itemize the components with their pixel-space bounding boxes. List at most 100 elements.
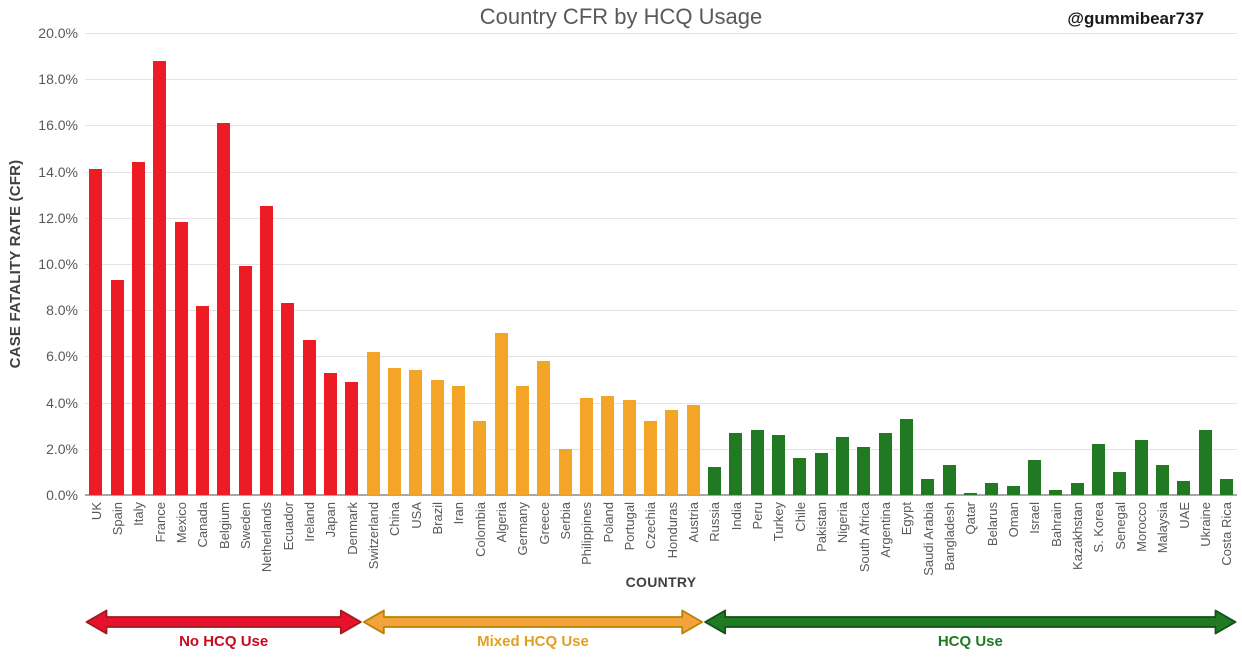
bar-honduras [665,409,679,495]
x-label-south-africa: South Africa [856,502,872,573]
x-axis-title: COUNTRY [625,574,697,590]
x-label-colombia: Colombia [472,502,488,557]
bar-s-korea [1091,444,1105,495]
bar-japan [323,372,337,495]
gridline [85,171,1237,173]
bar-oman [1006,485,1020,495]
x-label-ukraine: Ukraine [1198,502,1213,547]
x-label-kazakhstan: Kazakhstan [1070,502,1085,570]
x-label-egypt: Egypt [899,502,915,536]
bar-morocco [1134,439,1148,495]
bar-belgium [217,123,231,495]
bar-usa [409,370,423,495]
x-label-canada: Canada [195,502,211,548]
x-label-peru: Peru [750,502,765,530]
arrow-no-hcq-use [85,609,362,635]
arrow-hcq-use [704,609,1237,635]
x-axis-line [85,494,1237,496]
bar-russia [707,467,721,495]
gridline [85,402,1237,404]
y-tick-label: 6.0% [46,348,78,365]
gridline [85,448,1237,450]
y-tick-label: 12.0% [38,209,78,226]
x-label-iran: Iran [451,502,467,525]
x-label-france: France [152,502,168,543]
bar-kazakhstan [1070,483,1084,495]
x-label-ecuador: Ecuador [280,502,296,551]
gridline [85,217,1237,219]
bar-iran [451,386,465,495]
bar-peru [750,430,764,495]
bar-costa-rica [1219,478,1233,495]
x-label-uae: UAE [1176,502,1192,529]
bar-germany [515,386,529,495]
y-tick-label: 16.0% [38,117,78,134]
x-label-senegal: Senegal [1112,502,1128,550]
bar-serbia [558,448,572,495]
bar-bangladesh [942,464,956,495]
bar-sweden [238,266,252,495]
x-label-denmark: Denmark [344,502,360,555]
bar-uk [89,169,103,495]
y-tick-label: 0.0% [46,487,78,503]
x-label-india: India [728,502,744,531]
x-label-oman: Oman [1006,502,1021,538]
bar-canada [195,305,209,495]
bar-czechia [643,421,657,495]
bar-spain [110,280,124,495]
bar-saudi-arabia [921,478,935,495]
bar-argentina [878,432,892,495]
bar-chile [793,458,807,495]
x-label-morocco: Morocco [1134,502,1149,552]
x-label-russia: Russia [707,502,723,542]
x-label-qatar: Qatar [963,502,979,535]
x-label-poland: Poland [600,502,616,543]
watermark: @gummibear737 [1067,9,1204,28]
bar-ecuador [281,303,295,495]
y-tick-label: 18.0% [38,71,78,88]
x-label-netherlands: Netherlands [259,502,275,573]
x-label-brazil: Brazil [430,502,445,535]
x-label-algeria: Algeria [494,502,509,543]
gridline [85,264,1237,265]
arrow-label-mixed-hcq-use: Mixed HCQ Use [477,633,589,650]
bar-south-africa [857,446,871,495]
gridline [85,33,1237,34]
bar-portugal [622,400,636,495]
bar-india [729,432,743,495]
x-label-costa-rica: Costa Rica [1219,502,1235,566]
arrow-label-hcq-use: HCQ Use [937,633,1003,650]
bar-bahrain [1049,490,1063,495]
bar-italy [131,162,145,495]
x-label-israel: Israel [1027,502,1043,534]
arrow-label-no-hcq-use: No HCQ Use [179,633,269,650]
x-label-s-korea: S. Korea [1091,502,1107,553]
bar-mexico [174,222,188,495]
x-label-greece: Greece [536,502,552,545]
bar-belarus [985,483,999,495]
y-tick-label: 4.0% [46,394,78,411]
bar-israel [1027,460,1041,495]
bar-ireland [302,340,316,495]
bar-uae [1177,481,1191,495]
bar-austria [686,404,700,495]
x-label-spain: Spain [110,502,125,536]
x-label-argentina: Argentina [878,502,893,558]
bar-netherlands [259,206,273,495]
y-tick-label: 2.0% [46,440,78,457]
x-label-bangladesh: Bangladesh [942,502,957,571]
y-tick-label: 14.0% [38,163,78,180]
y-tick-label: 10.0% [38,256,78,272]
x-label-uk: UK [88,502,104,521]
bar-colombia [473,421,487,495]
x-label-malaysia: Malaysia [1155,502,1171,554]
bar-ukraine [1198,430,1212,495]
bar-malaysia [1155,464,1169,495]
bar-brazil [430,379,444,495]
bar-algeria [494,333,508,495]
hcq-usage-arrows [85,609,1237,635]
x-label-china: China [387,502,403,536]
bar-turkey [771,434,785,495]
x-label-bahrain: Bahrain [1048,502,1064,547]
